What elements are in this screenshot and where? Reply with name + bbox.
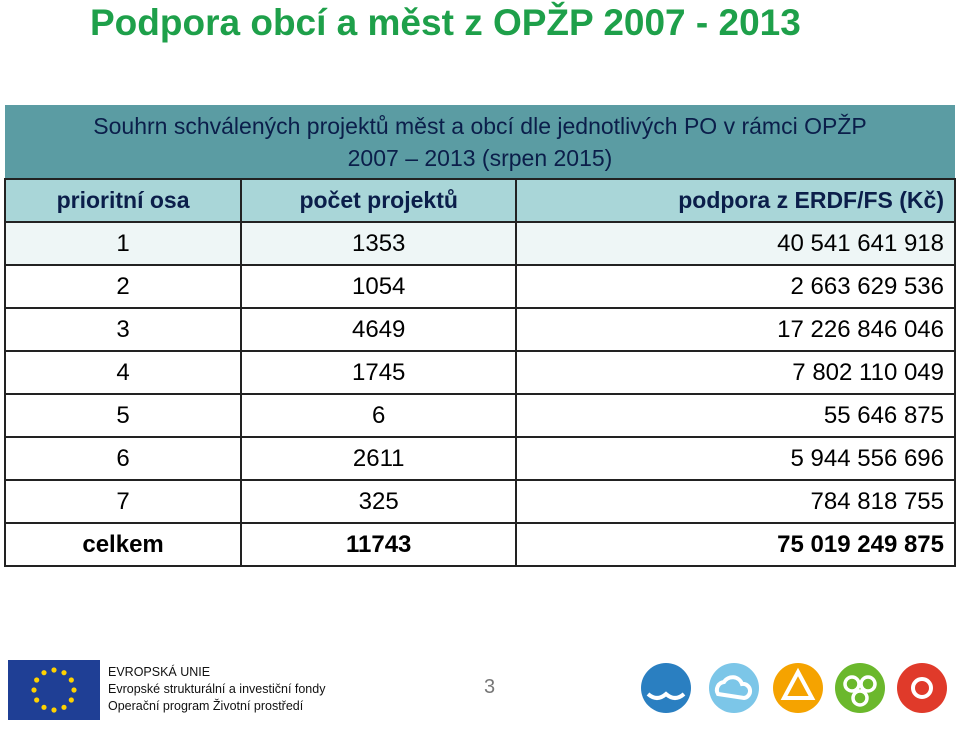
header-cell: podpora z ERDF/FS (Kč) bbox=[515, 178, 956, 223]
caption-row: Souhrn schválených projektů měst a obcí … bbox=[5, 105, 955, 180]
cell: 5 bbox=[3, 393, 243, 438]
row: 4 1745 7 802 110 049 bbox=[3, 350, 956, 395]
row: 5 6 55 646 875 bbox=[3, 393, 956, 438]
cell: 1 bbox=[3, 221, 243, 266]
cell: 55 646 875 bbox=[515, 393, 956, 438]
star bbox=[41, 670, 47, 676]
row: 7 325 784 818 755 bbox=[3, 479, 956, 524]
row: 1 1353 40 541 641 918 bbox=[3, 221, 956, 266]
star bbox=[31, 687, 37, 693]
star bbox=[61, 704, 67, 710]
page-number: 3 bbox=[484, 676, 496, 698]
star bbox=[51, 667, 57, 673]
header-row: prioritní osa počet projektů podpora z ERD… bbox=[3, 178, 956, 223]
cell: 6 bbox=[3, 436, 243, 481]
total-cell: 11743 bbox=[240, 522, 518, 567]
cell: 6 bbox=[240, 393, 518, 438]
cell: 5 944 556 696 bbox=[515, 436, 956, 481]
caption: Souhrn schválených projektů měst a obcí … bbox=[5, 105, 955, 180]
cell: 40 541 641 918 bbox=[515, 221, 956, 266]
cell: 3 bbox=[3, 307, 243, 352]
star bbox=[51, 707, 57, 713]
star bbox=[34, 697, 40, 703]
header-cell: počet projektů bbox=[240, 178, 518, 223]
cell: 784 818 755 bbox=[515, 479, 956, 524]
eu-line: Evropské strukturální a investiční fondy bbox=[108, 682, 326, 696]
cell: 4 bbox=[3, 350, 243, 395]
header-cell: prioritní osa bbox=[3, 178, 243, 223]
eu-flag bbox=[8, 660, 100, 720]
eu-line: Operační program Životní prostředí bbox=[108, 699, 304, 713]
cell: 2611 bbox=[240, 436, 518, 481]
cell: 2 bbox=[3, 264, 243, 309]
star bbox=[61, 670, 67, 676]
total-cell: 75 019 249 875 bbox=[515, 522, 956, 567]
title: Podpora obcí a měst z OPŽP 2007 - 2013 bbox=[90, 2, 801, 43]
cell: 17 226 846 046 bbox=[515, 307, 956, 352]
eu-text: EVROPSKÁ UNIE Evropské strukturální a in… bbox=[108, 664, 325, 715]
table: Souhrn schválených projektů měst a obcí … bbox=[3, 105, 956, 567]
cell: 2 663 629 536 bbox=[515, 264, 956, 309]
total-row: celkem 11743 75 019 249 875 bbox=[3, 522, 956, 567]
caption-line: 2007 – 2013 (srpen 2015) bbox=[347, 144, 613, 171]
star bbox=[68, 697, 74, 703]
row: 6 2611 5 944 556 696 bbox=[3, 436, 956, 481]
star bbox=[71, 687, 77, 693]
cell: 1745 bbox=[240, 350, 518, 395]
star bbox=[34, 677, 40, 683]
cell: 4649 bbox=[240, 307, 518, 352]
total-cell: celkem bbox=[3, 522, 243, 567]
cell: 1054 bbox=[240, 264, 518, 309]
cell: 325 bbox=[240, 479, 518, 524]
eu-line: EVROPSKÁ UNIE bbox=[108, 665, 211, 679]
cell: 1353 bbox=[240, 221, 518, 266]
cell: 7 bbox=[3, 479, 243, 524]
star bbox=[41, 704, 47, 710]
logos bbox=[641, 663, 947, 713]
star bbox=[68, 677, 74, 683]
row: 2 1054 2 663 629 536 bbox=[3, 264, 956, 309]
caption-line: Souhrn schválených projektů měst a obcí … bbox=[93, 112, 867, 139]
cell: 7 802 110 049 bbox=[515, 350, 956, 395]
row: 3 4649 17 226 846 046 bbox=[3, 307, 956, 352]
